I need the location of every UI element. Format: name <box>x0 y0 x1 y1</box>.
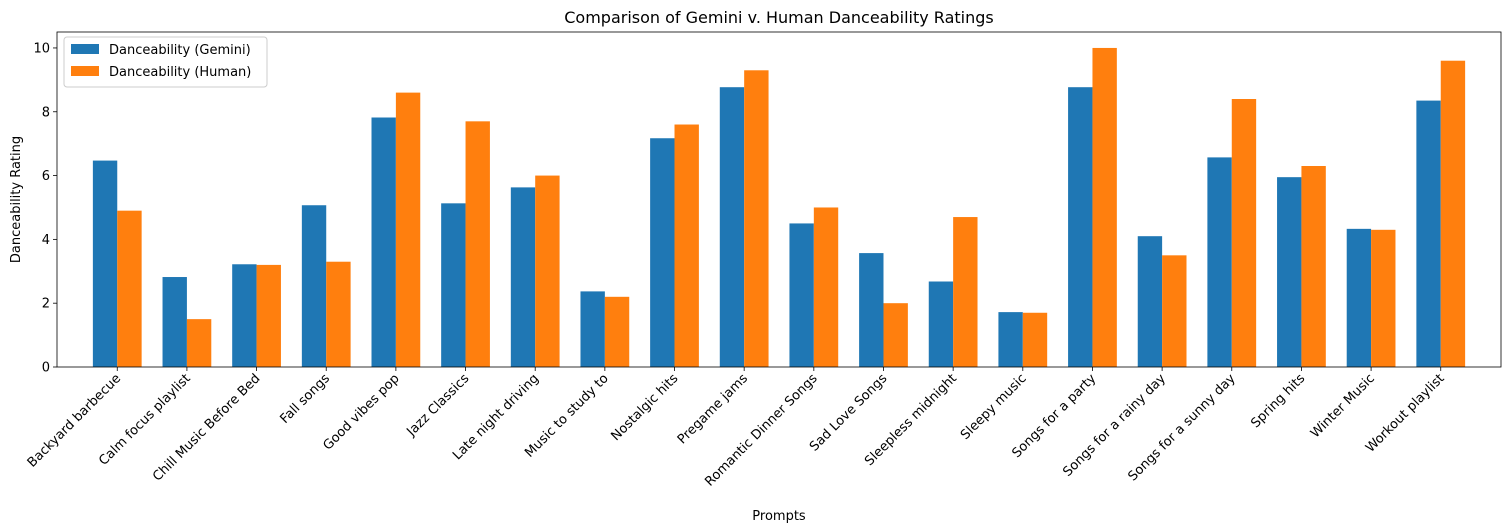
bar-gemini <box>1346 228 1372 367</box>
bar-gemini <box>301 205 327 367</box>
y-tick-label: 2 <box>42 297 50 312</box>
bar-human <box>395 92 421 368</box>
bar-human <box>256 264 281 367</box>
bar-gemini <box>162 277 187 367</box>
bar-gemini <box>1137 236 1163 367</box>
bar-human <box>535 175 560 367</box>
bar-gemini <box>650 138 675 367</box>
bar-human <box>117 210 142 367</box>
bar-human <box>674 124 699 368</box>
x-tick-label: Nostalgic hits <box>609 371 682 444</box>
bar-gemini <box>859 253 884 367</box>
bar-human <box>883 303 908 367</box>
x-tick-label: Spring hits <box>1248 371 1308 431</box>
y-tick-label: 0 <box>42 361 50 376</box>
x-tick-label: Winter Music <box>1308 371 1378 441</box>
bar-human <box>465 121 490 367</box>
chart-title: Comparison of Gemini v. Human Danceabili… <box>564 8 993 27</box>
bar-gemini <box>232 264 257 367</box>
legend-label-gemini: Danceability (Gemini) <box>109 43 251 58</box>
legend-box <box>63 36 268 88</box>
bar-human <box>744 70 769 367</box>
bar-human <box>1371 229 1396 367</box>
bar-gemini <box>1416 100 1441 367</box>
y-tick-label: 4 <box>42 233 50 248</box>
legend-label-human: Danceability (Human) <box>109 65 251 80</box>
x-tick-label: Sleepy music <box>958 371 1030 443</box>
bar-human <box>1301 166 1326 367</box>
y-axis-label: Danceability Rating <box>9 136 24 263</box>
y-axis: 0 2 4 6 8 10 <box>33 41 57 376</box>
bar-gemini <box>1207 157 1232 367</box>
bar-gemini <box>510 187 536 367</box>
x-tick-label: Jazz Classics <box>404 371 473 440</box>
y-tick-label: 10 <box>33 41 50 56</box>
plot-frame <box>56 31 1502 368</box>
bar-gemini <box>998 312 1023 367</box>
bar-gemini <box>580 291 605 367</box>
bar-gemini <box>1277 177 1302 367</box>
legend: Danceability (Gemini) Danceability (Huma… <box>63 36 268 88</box>
bar-gemini <box>92 160 118 367</box>
bar-gemini <box>441 203 466 367</box>
bar-human <box>186 319 212 367</box>
bar-human <box>813 207 839 367</box>
bar-gemini <box>789 223 814 367</box>
bar-human <box>1092 47 1117 367</box>
bar-human <box>326 261 351 367</box>
x-tick-label: Fall songs <box>277 371 333 427</box>
bar-human <box>1022 312 1048 367</box>
bar-gemini <box>719 87 745 367</box>
bar-human <box>953 217 978 367</box>
bar-gemini <box>928 281 954 367</box>
legend-swatch-gemini <box>71 44 99 54</box>
bar-human <box>1231 99 1257 367</box>
bars-group <box>92 47 1466 368</box>
bar-gemini <box>371 117 396 367</box>
y-tick-label: 8 <box>42 105 50 120</box>
x-tick-label: Good vibes pop <box>320 371 402 453</box>
bar-human <box>1162 255 1187 367</box>
y-tick-label: 6 <box>42 169 50 184</box>
legend-swatch-human <box>71 66 99 76</box>
x-tick-label: Pregame jams <box>675 371 751 447</box>
bar-human <box>1440 60 1466 368</box>
x-axis-label: Prompts <box>752 509 806 524</box>
bar-human <box>604 296 630 367</box>
bar-gemini <box>1068 87 1093 367</box>
x-tick-label: Romantic Dinner Songs <box>702 371 820 489</box>
